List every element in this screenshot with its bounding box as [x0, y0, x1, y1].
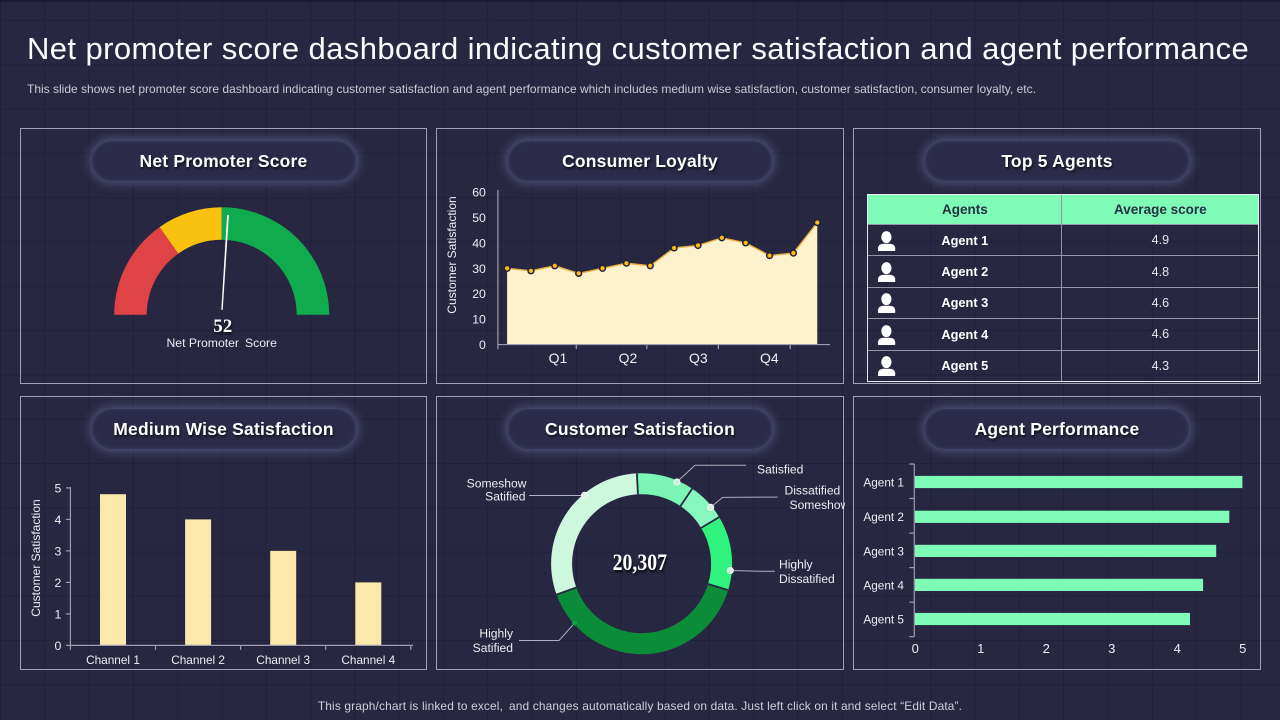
svg-text:2: 2 — [55, 576, 62, 590]
svg-text:Highly: Highly — [779, 558, 814, 572]
svg-text:3: 3 — [1108, 641, 1115, 656]
svg-text:60: 60 — [472, 186, 486, 200]
svg-text:20,307: 20,307 — [613, 550, 667, 576]
svg-text:20: 20 — [472, 287, 486, 301]
svg-text:Dissatified: Dissatified — [785, 484, 841, 498]
svg-text:Agent 4: Agent 4 — [863, 578, 904, 592]
svg-text:Channel 4: Channel 4 — [341, 653, 395, 667]
svg-text:5: 5 — [55, 481, 62, 495]
svg-text:0: 0 — [479, 338, 486, 352]
svg-text:1: 1 — [977, 641, 984, 656]
svg-text:Agent 1: Agent 1 — [863, 475, 904, 489]
svg-text:Customer Satisfaction: Customer Satisfaction — [445, 196, 459, 313]
svg-text:Q1: Q1 — [549, 350, 568, 366]
svg-text:Satified: Satified — [473, 641, 513, 655]
svg-text:Customer Satisfaction: Customer Satisfaction — [29, 499, 43, 616]
svg-text:Q3: Q3 — [689, 350, 708, 366]
svg-text:Someshow: Someshow — [467, 477, 527, 491]
svg-text:Someshow: Someshow — [790, 498, 846, 512]
svg-text:Highly: Highly — [479, 627, 514, 641]
svg-text:Channel 1: Channel 1 — [86, 653, 140, 667]
svg-text:Channel 3: Channel 3 — [256, 653, 310, 667]
svg-text:1: 1 — [55, 607, 62, 621]
svg-text:Satisfied: Satisfied — [757, 463, 803, 477]
svg-text:4: 4 — [55, 513, 62, 527]
svg-text:Net Promoter Score: Net Promoter Score — [166, 336, 277, 350]
svg-text:Satified: Satified — [485, 490, 525, 504]
svg-text:Q2: Q2 — [619, 350, 638, 366]
svg-text:Q4: Q4 — [760, 350, 779, 366]
svg-text:2: 2 — [1043, 641, 1050, 656]
svg-text:3: 3 — [55, 544, 62, 558]
svg-text:4: 4 — [1174, 641, 1181, 656]
svg-text:Agent 5: Agent 5 — [863, 612, 904, 626]
svg-text:10: 10 — [472, 313, 486, 327]
svg-text:5: 5 — [1239, 641, 1246, 656]
svg-text:Agent 2: Agent 2 — [863, 510, 904, 524]
svg-text:0: 0 — [912, 641, 919, 656]
svg-text:Agent 3: Agent 3 — [863, 544, 904, 558]
svg-text:Dissatified: Dissatified — [779, 572, 835, 586]
svg-text:30: 30 — [472, 262, 486, 276]
svg-text:52: 52 — [213, 316, 232, 337]
svg-text:0: 0 — [55, 639, 62, 653]
svg-text:50: 50 — [472, 211, 486, 225]
svg-text:Channel 2: Channel 2 — [171, 653, 225, 667]
svg-text:40: 40 — [472, 236, 486, 250]
